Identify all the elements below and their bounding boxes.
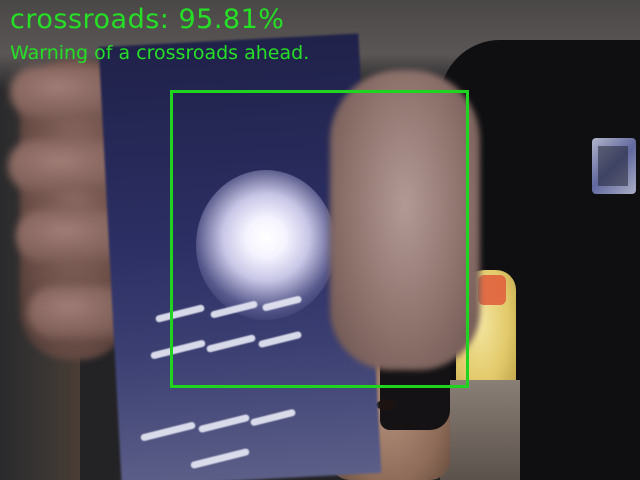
detection-bounding-box bbox=[170, 90, 469, 388]
shirt-print bbox=[592, 138, 636, 194]
bag-tag bbox=[478, 275, 506, 305]
detection-warning-message: Warning of a crossroads ahead. bbox=[10, 42, 310, 64]
eye bbox=[376, 400, 396, 410]
detection-label: crossroads: 95.81% bbox=[10, 4, 285, 35]
light-glare bbox=[196, 170, 336, 320]
thumb bbox=[330, 70, 480, 370]
table-surface bbox=[440, 380, 520, 480]
